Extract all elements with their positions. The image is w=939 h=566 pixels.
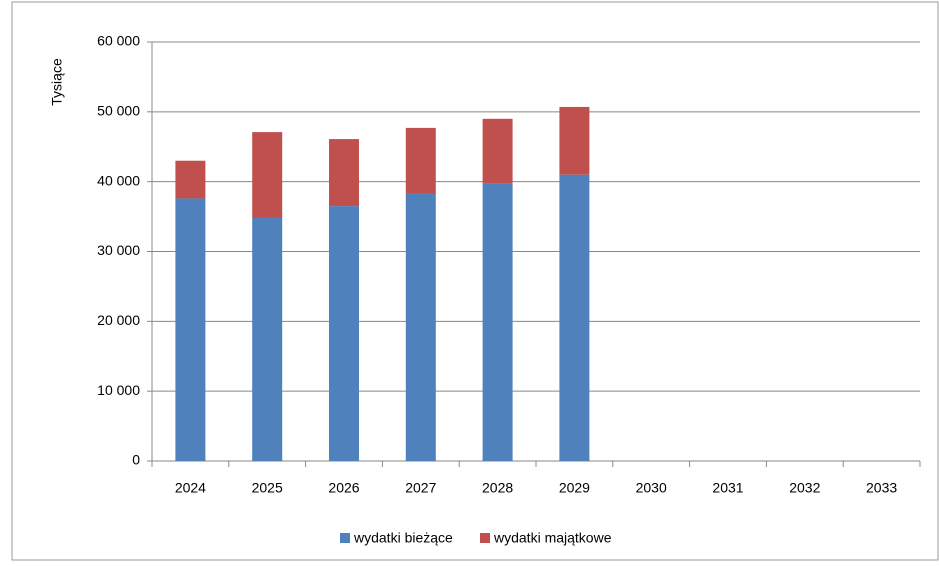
x-tick-label: 2032 [789, 480, 820, 496]
y-tick-label: 0 [132, 452, 140, 468]
bar-segment [482, 118, 513, 184]
bar-segment [175, 160, 206, 199]
y-tick-label: 60 000 [97, 33, 140, 49]
chart-frame [11, 1, 939, 561]
bar-segment [559, 174, 590, 461]
x-tick-label: 2033 [866, 480, 897, 496]
bar-segment [175, 198, 206, 461]
bar-segment [559, 106, 590, 175]
x-tick-label: 2030 [636, 480, 667, 496]
x-tick-label: 2024 [175, 480, 206, 496]
bar-segment [329, 139, 359, 207]
y-tick-label: 10 000 [97, 382, 140, 398]
x-tick-label: 2031 [712, 480, 743, 496]
legend-label: wydatki bieżące [353, 530, 453, 546]
y-tick-label: 50 000 [97, 103, 140, 119]
bar-segment [252, 132, 283, 218]
bar-segment [405, 127, 436, 194]
bar-segment [252, 217, 283, 461]
x-tick-label: 2027 [405, 480, 436, 496]
legend-swatch [340, 533, 350, 543]
x-tick-label: 2026 [328, 480, 359, 496]
y-tick-label: 40 000 [97, 172, 140, 188]
x-tick-label: 2025 [252, 480, 283, 496]
x-tick-label: 2028 [482, 480, 513, 496]
y-tick-label: 20 000 [97, 312, 140, 328]
legend-swatch [480, 533, 490, 543]
x-tick-label: 2029 [559, 480, 590, 496]
bar-segment [329, 206, 359, 461]
bar-segment [482, 183, 513, 462]
legend-label: wydatki majątkowe [493, 530, 612, 546]
bar-segment [405, 193, 436, 461]
y-axis-label: Tysiące [49, 58, 65, 106]
y-tick-label: 30 000 [97, 242, 140, 258]
